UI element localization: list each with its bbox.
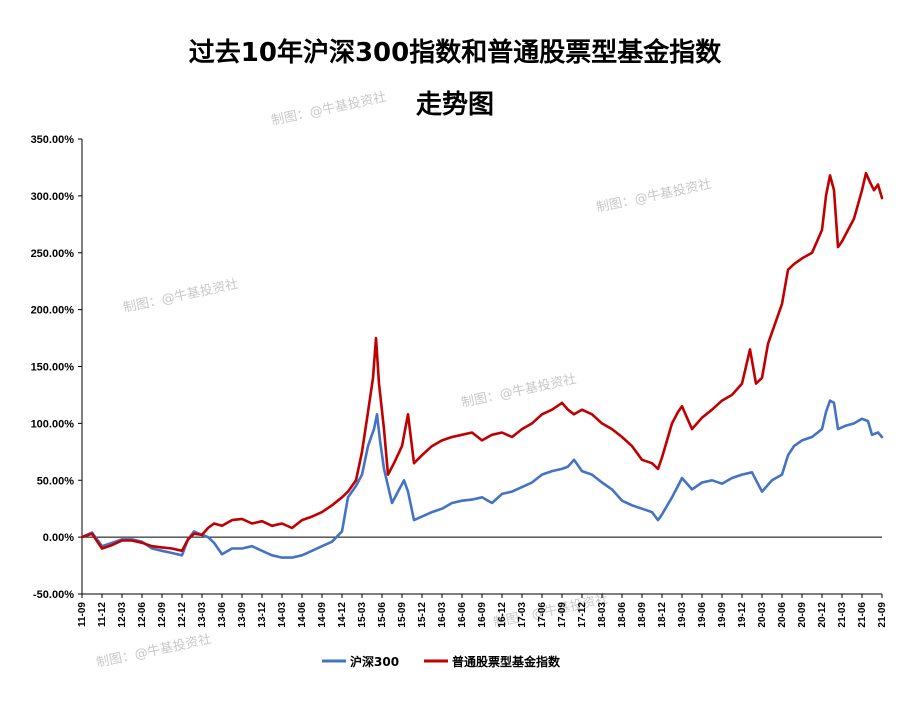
x-tick-label: 12-03 [117,602,128,628]
series-line-1 [80,171,884,553]
x-tick-label: 19-06 [697,602,708,628]
x-tick-label: 14-06 [297,602,308,628]
chart-axes: -50.00% 0.00% 50.00% 100.00% 150.00% 200.00% 2… [31,134,888,628]
x-tick-label: 14-03 [277,602,288,628]
x-tick-label: 18-09 [637,602,648,628]
x-tick-label: 19-09 [717,602,728,628]
x-tick-label: 16-12 [497,602,508,628]
x-tick-label: 13-09 [237,602,248,628]
x-tick-label: 19-12 [737,602,748,628]
y-tick-label: 200.00% [31,305,75,317]
x-tick-label: 11-12 [97,602,108,627]
x-tick-label: 20-03 [757,602,768,628]
x-tick-label: 13-06 [217,602,228,628]
x-tick-label: 21-06 [857,602,868,628]
x-tick-label: 16-03 [437,602,448,628]
x-tick-label: 12-06 [137,602,148,628]
y-tick-label: 250.00% [31,248,75,260]
y-tick-label: 50.00% [37,475,75,487]
legend-label-0: 沪深300 [350,654,399,669]
x-tick-label: 16-06 [457,602,468,628]
series-line-0 [80,399,884,559]
x-tick-label: 17-09 [557,602,568,628]
chart-legend: 沪深300 普通股票型基金指数 [322,654,561,669]
series-layer [80,171,884,559]
x-tick-label: 13-12 [257,602,268,628]
x-tick-label: 18-03 [597,602,608,628]
y-tick-label: 150.00% [31,362,75,374]
y-tick-label: 100.00% [31,418,75,430]
chart-subtitle: 走势图 [415,90,494,120]
x-tick-label: 14-12 [337,602,348,628]
x-tick-label: 14-09 [317,602,328,628]
legend-label-1: 普通股票型基金指数 [452,654,561,669]
y-tick-label: 350.00% [31,134,75,146]
x-tick-label: 12-09 [157,602,168,628]
y-tick-label: 300.00% [31,191,75,203]
x-tick-label: 17-06 [537,602,548,628]
chart-title: 过去10年沪深300指数和普通股票型基金指数 [188,38,722,68]
x-tick-label: 20-09 [797,602,808,628]
x-tick-label: 21-03 [837,602,848,628]
y-tick-label: 0.00% [43,532,74,544]
x-tick-label: 15-12 [417,602,428,628]
x-tick-label: 18-06 [617,602,628,628]
x-tick-label: 12-12 [177,602,188,628]
x-tick-label: 13-03 [197,602,208,628]
x-tick-label: 20-12 [817,602,828,628]
x-tick-label: 19-03 [677,602,688,628]
x-tick-label: 17-03 [517,602,528,628]
x-tick-label: 21-09 [877,602,888,628]
x-tick-label: 20-06 [777,602,788,628]
x-tick-label: 16-09 [477,602,488,628]
x-tick-label: 15-06 [377,602,388,628]
x-tick-label: 15-03 [357,602,368,628]
x-tick-label: 15-09 [397,602,408,628]
x-tick-label: 18-12 [657,602,668,628]
x-tick-label: 17-12 [577,602,588,628]
x-tick-label: 11-09 [77,602,88,627]
y-tick-label: -50.00% [33,589,74,601]
